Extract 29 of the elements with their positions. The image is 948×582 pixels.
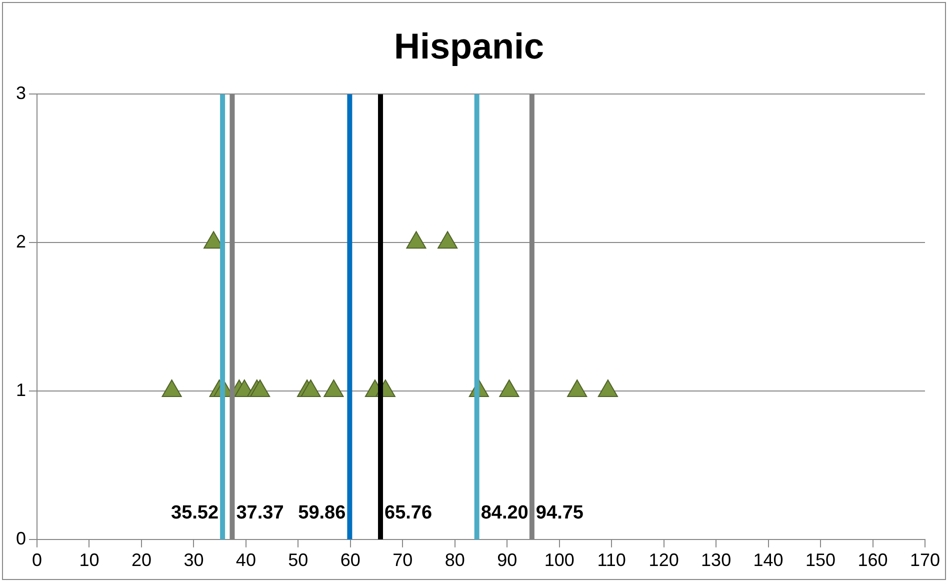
x-tick-label: 90 [497, 550, 518, 570]
ref-line-label: 59.86 [298, 502, 346, 524]
x-tick-label: 70 [392, 550, 413, 570]
chart-title: Hispanic [394, 26, 544, 67]
ref-line-label: 35.52 [171, 502, 219, 524]
x-tick-label: 150 [806, 550, 836, 570]
x-tick-label: 80 [444, 550, 465, 570]
ref-line-label: 37.37 [236, 502, 284, 524]
y-tick-label: 0 [16, 528, 26, 548]
ref-line-label: 84.20 [480, 502, 528, 524]
x-tick-label: 160 [858, 550, 888, 570]
x-tick-label: 170 [910, 550, 940, 570]
ref-line-label: 94.75 [536, 502, 584, 524]
y-tick-label: 1 [16, 380, 26, 400]
y-tick-label: 2 [16, 232, 26, 252]
x-tick-label: 130 [701, 550, 732, 570]
x-tick-label: 10 [79, 550, 100, 570]
y-tick-label: 3 [16, 83, 26, 104]
x-tick-label: 20 [131, 550, 152, 570]
x-tick-label: 120 [648, 550, 679, 570]
x-tick-label: 0 [32, 550, 42, 570]
x-tick-label: 30 [184, 550, 204, 570]
x-tick-label: 50 [288, 550, 308, 570]
x-tick-label: 100 [544, 550, 574, 570]
ref-line-label: 65.76 [384, 502, 432, 524]
x-tick-label: 60 [340, 550, 360, 570]
x-tick-label: 140 [753, 550, 784, 570]
x-tick-label: 110 [597, 550, 626, 570]
x-tick-label: 40 [236, 550, 256, 570]
